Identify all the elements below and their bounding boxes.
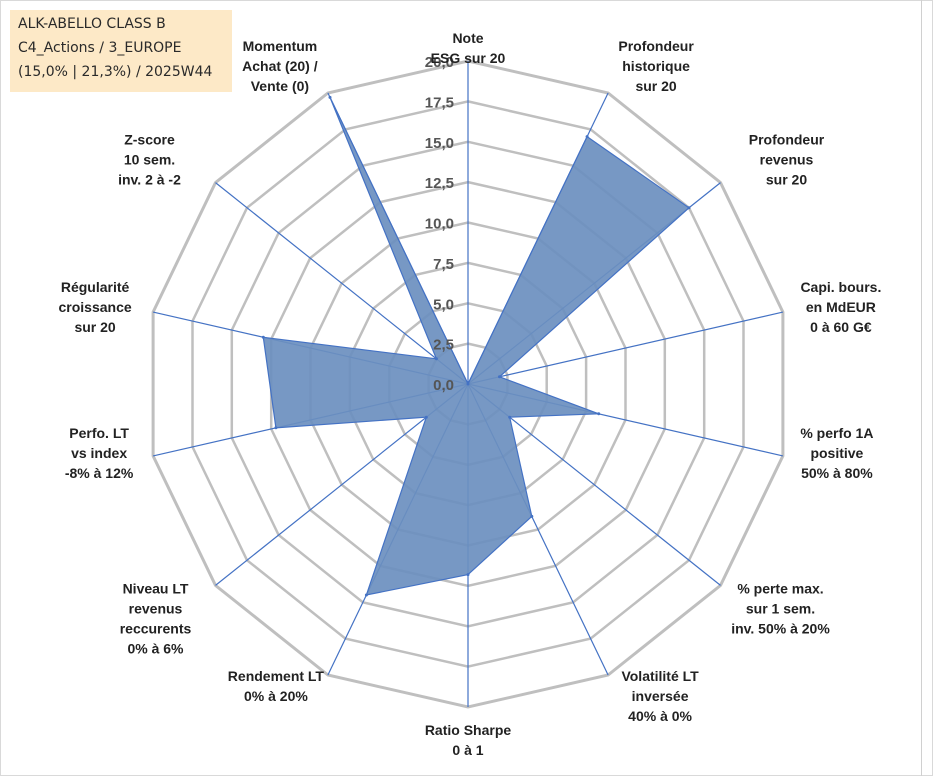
axis-label-11: Régularité croissance sur 20 [59, 279, 132, 335]
data-point-2 [687, 206, 691, 210]
data-point-13 [328, 95, 332, 99]
tick-label-6: 15,0 [425, 135, 454, 152]
axis-label-1: Profondeur historique sur 20 [618, 38, 694, 94]
axis-label-10: Perfo. LT vs index -8% à 12% [65, 425, 134, 481]
tick-label-7: 17,5 [425, 94, 454, 111]
tick-label-0: 0,0 [433, 377, 454, 394]
tick-label-8: 20,0 [425, 54, 454, 71]
axis-label-13: Momentum Achat (20) / Vente (0) [242, 38, 318, 94]
chart-title-line-3: (15,0% | 21,3%) / 2025W44 [18, 64, 213, 80]
axis-label-8: Rendement LT 0% à 20% [228, 668, 325, 704]
radar-tick-labels: 0,0 2,5 5,0 7,5 10,0 12,5 15,0 17,5 20,0 [425, 54, 454, 394]
spoke-12 [215, 182, 469, 385]
tick-label-4: 10,0 [425, 216, 454, 233]
data-point-11 [261, 335, 265, 339]
tick-label-3: 7,5 [433, 256, 454, 273]
axis-label-6: Volatilité LT inversée 40% à 0% [621, 668, 699, 724]
window-edge [921, 0, 922, 776]
data-point-10 [274, 426, 278, 430]
axis-label-12: Z-score 10 sem. inv. 2 à -2 [118, 132, 181, 188]
chart-title-line-1: ALK-ABELLO CLASS B [18, 16, 166, 32]
axis-label-5: % perte max. sur 1 sem. inv. 50% à 20% [731, 580, 830, 636]
data-point-0 [466, 382, 470, 386]
axis-label-3: Capi. bours. en MdEUR 0 à 60 G€ [800, 279, 881, 335]
axis-label-9: Niveau LT revenus reccurents 0% à 6% [120, 580, 192, 656]
chart-title-line-2: C4_Actions / 3_EUROPE [18, 40, 182, 56]
axis-label-2: Profondeur revenus sur 20 [749, 132, 825, 188]
radar-axis-labels: Note ESG sur 20 Profondeur historique sur 20… [59, 30, 882, 758]
axis-label-7: Ratio Sharpe 0 à 1 [425, 722, 512, 758]
data-point-4 [597, 412, 601, 416]
axis-label-4: % perfo 1A positive 50% à 80% [800, 425, 873, 481]
data-point-5 [508, 415, 512, 419]
spoke-3 [467, 311, 784, 385]
data-point-1 [585, 135, 589, 139]
data-point-6 [530, 514, 534, 518]
data-point-12 [434, 357, 438, 361]
axis-label-0: Note ESG sur 20 [431, 30, 506, 66]
chart-title-box: ALK-ABELLO CLASS B C4_Actions / 3_EUROPE… [10, 10, 232, 92]
tick-label-5: 12,5 [425, 175, 454, 192]
data-point-3 [498, 375, 501, 379]
data-point-7 [466, 573, 470, 577]
tick-label-2: 5,0 [433, 296, 454, 313]
radar-series [261, 95, 691, 597]
data-point-8 [364, 593, 368, 597]
data-point-9 [424, 415, 428, 419]
tick-label-1: 2,5 [433, 337, 454, 354]
